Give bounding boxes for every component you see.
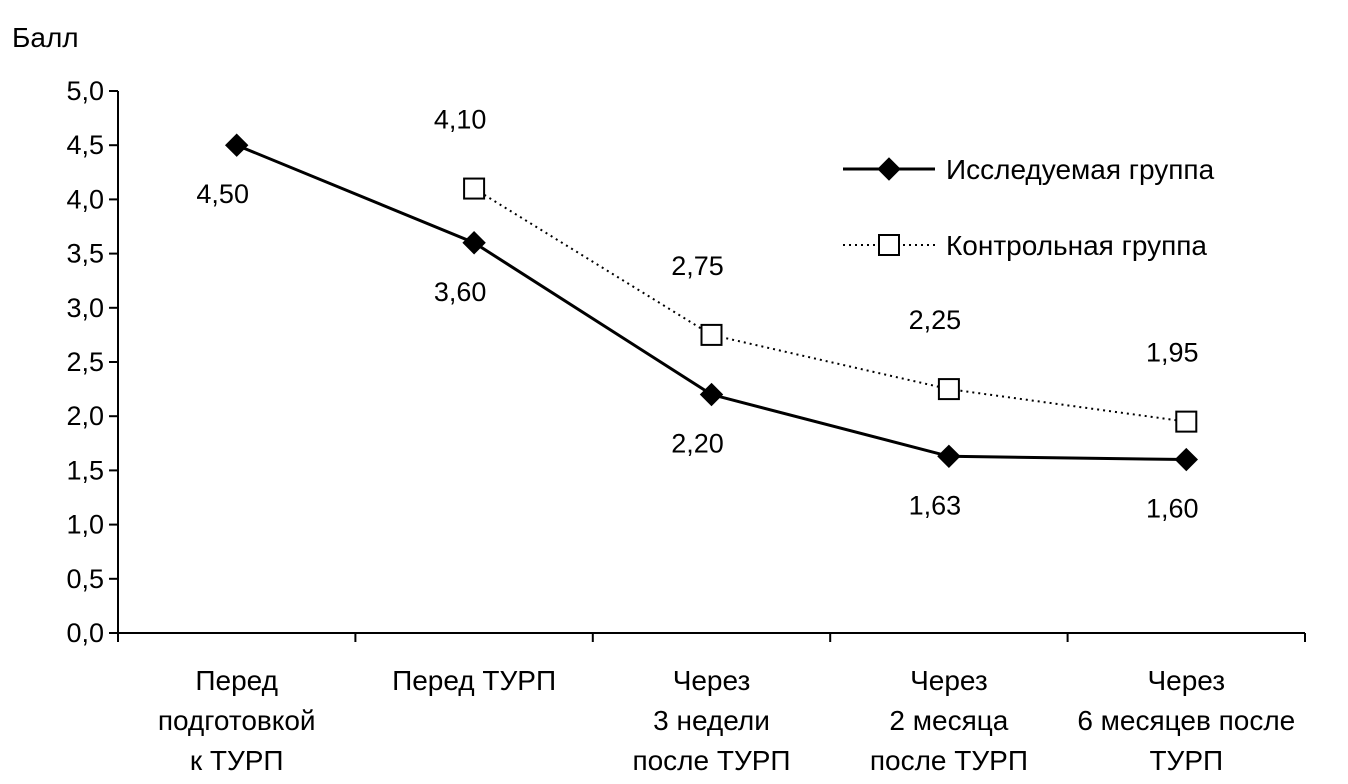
legend-marker-diamond: [877, 157, 901, 181]
y-axis-title: Балл: [12, 22, 79, 53]
series-line-1: [236, 143, 1187, 462]
y-tick-label: 4,5: [66, 130, 104, 160]
y-tick-label: 0,5: [66, 564, 104, 594]
data-point-square: [463, 177, 486, 200]
data-label: 4,50: [196, 179, 249, 209]
x-category-label: Перед подготовкой к ТУРП: [158, 665, 316, 776]
data-point-diamond: [462, 231, 486, 255]
data-label: 1,63: [909, 490, 962, 520]
legend-label: Исследуемая группа: [946, 154, 1215, 185]
data-label: 2,75: [671, 251, 724, 281]
data-point-diamond: [224, 133, 249, 157]
y-tick-label: 3,5: [66, 239, 104, 269]
y-tick-label: 3,0: [66, 293, 104, 323]
data-point-diamond: [1174, 447, 1199, 472]
legend-label: Контрольная группа: [946, 230, 1207, 261]
data-point-diamond: [937, 444, 961, 469]
data-label: 2,25: [909, 305, 962, 335]
y-tick-label: 4,0: [66, 184, 104, 214]
y-tick-label: 2,0: [66, 401, 104, 431]
data-point-square: [937, 378, 960, 401]
x-category-label: Через 6 месяцев после ТУРП: [1077, 665, 1295, 776]
legend: Исследуемая группа Контрольная группа: [843, 154, 1215, 261]
x-category-label: Перед ТУРП: [392, 665, 556, 696]
y-tick-label: 2,5: [66, 347, 104, 377]
data-label: 3,60: [434, 277, 487, 307]
legend-marker-square: [878, 234, 900, 256]
y-tick-label: 5,0: [66, 76, 104, 106]
y-tick-label: 1,0: [66, 510, 104, 540]
x-category-label: Через 3 недели после ТУРП: [632, 665, 790, 776]
series-line-2: [473, 187, 1187, 423]
data-point-square: [700, 323, 723, 346]
data-label: 1,60: [1146, 494, 1199, 524]
data-point-square: [1175, 410, 1198, 433]
x-category-label: Через 2 месяца после ТУРП: [870, 665, 1028, 776]
data-label: 2,20: [671, 429, 724, 459]
data-label: 4,10: [434, 105, 487, 135]
data-label: 1,95: [1146, 338, 1199, 368]
y-tick-label: 0,0: [66, 618, 104, 648]
y-tick-label: 1,5: [66, 455, 104, 485]
data-point-diamond: [699, 382, 724, 407]
